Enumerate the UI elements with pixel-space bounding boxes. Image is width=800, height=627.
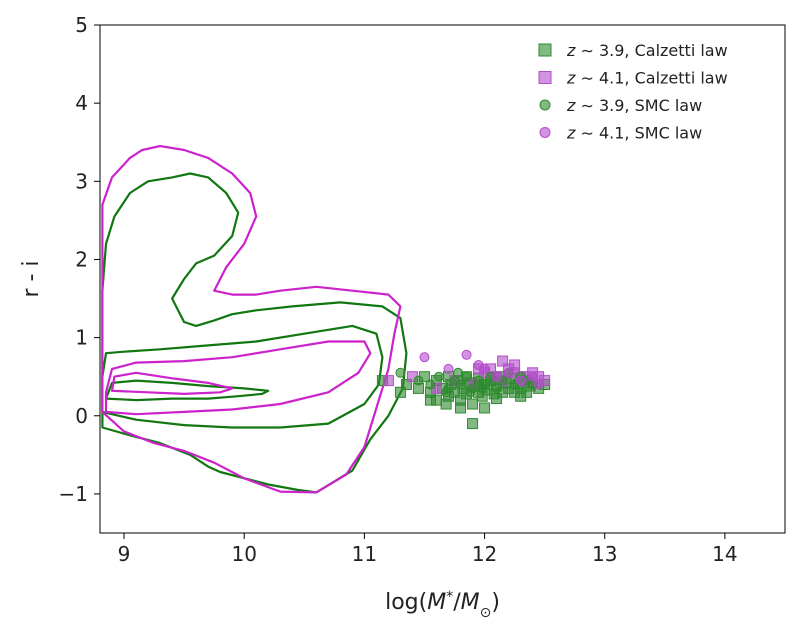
point-series-3: [527, 371, 538, 382]
contour-green-inner: [104, 379, 270, 402]
point-series-2: [441, 387, 452, 398]
contour-green-outer: [101, 172, 408, 494]
point-series-0: [515, 390, 527, 402]
contour-layer: [101, 145, 408, 494]
point-series-0: [394, 386, 406, 398]
x-tick-label: 10: [231, 542, 256, 566]
point-series-0: [455, 402, 467, 414]
legend-marker-0: [538, 43, 552, 57]
x-tick-label: 14: [712, 542, 737, 566]
point-series-3: [533, 379, 544, 390]
legend-label-0: z ∼ 3.9, Calzetti law: [566, 41, 728, 60]
point-series-1: [382, 375, 394, 387]
point-series-2: [461, 371, 472, 382]
point-series-2: [465, 387, 476, 398]
point-series-0: [424, 394, 436, 406]
point-series-2: [455, 379, 466, 390]
point-series-1: [497, 355, 509, 367]
point-series-2: [413, 375, 424, 386]
x-tick-label: 12: [472, 542, 497, 566]
point-series-3: [473, 359, 484, 370]
point-series-2: [433, 371, 444, 382]
plot-frame: [99, 24, 786, 534]
y-tick-label: −1: [59, 482, 88, 506]
legend-label-2: z ∼ 3.9, SMC law: [566, 96, 702, 115]
point-series-0: [467, 398, 479, 410]
point-series-2: [453, 367, 464, 378]
contour-magenta-middle: [104, 340, 372, 416]
legend-marker-2: [539, 99, 551, 111]
x-axis-label: log(M*/M⊙): [385, 589, 500, 621]
contour-magenta-outer: [101, 145, 402, 494]
y-tick-label: 2: [75, 247, 88, 271]
point-series-0: [400, 379, 412, 391]
legend: z ∼ 3.9, Calzetti law z ∼ 4.1, Calzetti l…: [538, 41, 728, 143]
point-series-3: [503, 367, 514, 378]
point-series-1: [509, 359, 521, 371]
x-tick-label: 11: [352, 542, 377, 566]
point-series-2: [425, 379, 436, 390]
y-tick-label: 4: [75, 91, 88, 115]
y-tick-label: 0: [75, 404, 88, 428]
point-series-2: [477, 383, 488, 394]
point-series-0: [491, 393, 503, 405]
point-series-0: [467, 418, 479, 430]
contour-magenta-inner: [110, 371, 234, 395]
legend-label-1: z ∼ 4.1, Calzetti law: [566, 69, 728, 88]
point-series-0: [440, 398, 452, 410]
y-tick-label: 1: [75, 326, 88, 350]
point-series-0: [479, 402, 491, 414]
legend-marker-3: [539, 127, 551, 138]
point-series-3: [443, 363, 454, 374]
x-tick-label: 13: [592, 542, 617, 566]
scatter-layer: [376, 349, 551, 430]
y-axis: −1 0 1 2 3 4 5: [59, 13, 100, 506]
y-tick-label: 5: [75, 13, 88, 37]
contour-green-middle: [101, 324, 384, 429]
y-tick-label: 3: [75, 169, 88, 193]
y-axis-label: r - i: [19, 260, 44, 297]
x-tick-label: 9: [118, 542, 131, 566]
legend-marker-1: [538, 71, 552, 84]
point-series-3: [419, 352, 430, 363]
point-series-3: [491, 371, 502, 382]
point-series-3: [515, 375, 526, 386]
point-series-2: [395, 367, 406, 378]
point-series-3: [461, 349, 472, 360]
x-axis: 9 10 11 12 13 14: [118, 533, 738, 566]
legend-label-3: z ∼ 4.1, SMC law: [566, 124, 702, 143]
